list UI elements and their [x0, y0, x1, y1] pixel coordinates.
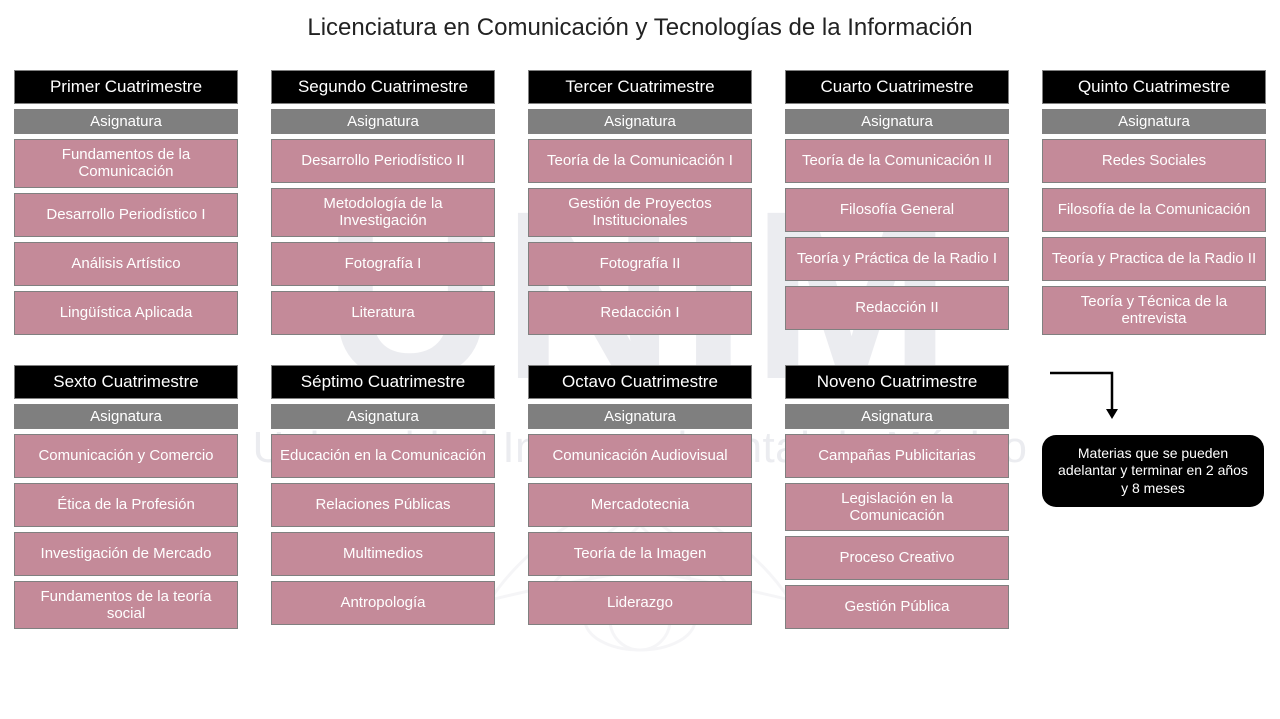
course-cell: Ética de la Profesión	[14, 483, 238, 527]
semester-subheader: Asignatura	[271, 109, 495, 134]
semester-subheader: Asignatura	[14, 109, 238, 134]
semester-header: Quinto Cuatrimestre	[1042, 70, 1266, 104]
semester-subheader: Asignatura	[14, 404, 238, 429]
course-cell: Desarrollo Periodístico II	[271, 139, 495, 183]
semester-column: Tercer Cuatrimestre Asignatura Teoría de l…	[528, 70, 752, 335]
semester-subheader: Asignatura	[528, 404, 752, 429]
course-cell: Comunicación Audiovisual	[528, 434, 752, 478]
semester-column: Cuarto Cuatrimestre Asignatura Teoría de l…	[785, 70, 1009, 335]
semester-header: Noveno Cuatrimestre	[785, 365, 1009, 399]
course-cell: Gestión Pública	[785, 585, 1009, 629]
course-cell: Teoría y Practica de la Radio II	[1042, 237, 1266, 281]
course-cell: Teoría de la Comunicación II	[785, 139, 1009, 183]
course-cell: Análisis Artístico	[14, 242, 238, 286]
course-cell: Proceso Creativo	[785, 536, 1009, 580]
semester-subheader: Asignatura	[785, 109, 1009, 134]
semester-column: Primer Cuatrimestre Asignatura Fundamentos…	[14, 70, 238, 335]
course-cell: Fotografía II	[528, 242, 752, 286]
page: Licenciatura en Comunicación y Tecnologí…	[0, 0, 1280, 629]
course-cell: Campañas Publicitarias	[785, 434, 1009, 478]
semester-subheader: Asignatura	[271, 404, 495, 429]
course-cell: Metodología de la Investigación	[271, 188, 495, 237]
callout-box: Materias que se pueden adelantar y termi…	[1042, 435, 1264, 508]
semester-column: Séptimo Cuatrimestre Asignatura Educación …	[271, 365, 495, 630]
semester-header: Séptimo Cuatrimestre	[271, 365, 495, 399]
semester-subheader: Asignatura	[1042, 109, 1266, 134]
course-cell: Comunicación y Comercio	[14, 434, 238, 478]
course-cell: Mercadotecnia	[528, 483, 752, 527]
course-cell: Legislación en la Comunicación	[785, 483, 1009, 532]
semester-column: Noveno Cuatrimestre Asignatura Campañas Pu…	[785, 365, 1009, 630]
course-cell: Lingüística Aplicada	[14, 291, 238, 335]
semester-column: Segundo Cuatrimestre Asignatura Desarrollo…	[271, 70, 495, 335]
semester-subheader: Asignatura	[785, 404, 1009, 429]
course-cell: Teoría de la Imagen	[528, 532, 752, 576]
course-cell: Teoría y Técnica de la entrevista	[1042, 286, 1266, 335]
semester-header: Primer Cuatrimestre	[14, 70, 238, 104]
course-cell: Fundamentos de la teoría social	[14, 581, 238, 630]
semester-header: Octavo Cuatrimestre	[528, 365, 752, 399]
semester-column: Octavo Cuatrimestre Asignatura Comunicació…	[528, 365, 752, 630]
callout-arrow-icon	[1048, 365, 1128, 429]
semester-header: Tercer Cuatrimestre	[528, 70, 752, 104]
course-cell: Relaciones Públicas	[271, 483, 495, 527]
course-cell: Multimedios	[271, 532, 495, 576]
course-cell: Gestión de Proyectos Institucionales	[528, 188, 752, 237]
page-title: Licenciatura en Comunicación y Tecnologí…	[14, 14, 1266, 42]
semester-header: Cuarto Cuatrimestre	[785, 70, 1009, 104]
course-cell: Teoría y Práctica de la Radio I	[785, 237, 1009, 281]
course-cell: Teoría de la Comunicación I	[528, 139, 752, 183]
semester-header: Segundo Cuatrimestre	[271, 70, 495, 104]
course-cell: Filosofía de la Comunicación	[1042, 188, 1266, 232]
course-cell: Antropología	[271, 581, 495, 625]
semester-column: Sexto Cuatrimestre Asignatura Comunicación…	[14, 365, 238, 630]
semester-header: Sexto Cuatrimestre	[14, 365, 238, 399]
semester-column: Quinto Cuatrimestre Asignatura Redes Socia…	[1042, 70, 1266, 335]
course-cell: Filosofía General	[785, 188, 1009, 232]
course-cell: Literatura	[271, 291, 495, 335]
course-cell: Redes Sociales	[1042, 139, 1266, 183]
callout-container: Materias que se pueden adelantar y termi…	[1042, 365, 1266, 630]
course-cell: Fotografía I	[271, 242, 495, 286]
course-cell: Educación en la Comunicación	[271, 434, 495, 478]
course-cell: Investigación de Mercado	[14, 532, 238, 576]
course-cell: Fundamentos de la Comunicación	[14, 139, 238, 188]
course-cell: Redacción I	[528, 291, 752, 335]
course-cell: Liderazgo	[528, 581, 752, 625]
semester-subheader: Asignatura	[528, 109, 752, 134]
course-cell: Desarrollo Periodístico I	[14, 193, 238, 237]
curriculum-grid: Primer Cuatrimestre Asignatura Fundamentos…	[14, 70, 1266, 629]
course-cell: Redacción II	[785, 286, 1009, 330]
